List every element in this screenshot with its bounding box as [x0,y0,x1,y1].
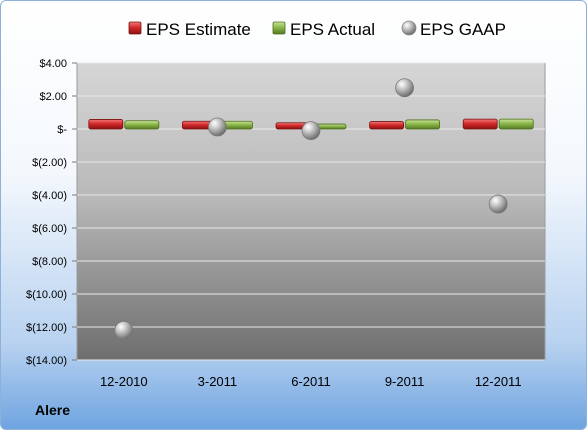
y-tick-label: $(6.00) [32,223,67,235]
eps-gaap-marker [488,194,508,214]
legend-label: EPS Actual [290,20,375,39]
y-tick-label: $(4.00) [32,190,67,202]
legend-actual-swatch [272,21,286,35]
eps-estimate-bar [369,121,405,130]
x-tick-label: 9-2011 [385,374,425,389]
plot-area [76,62,546,361]
x-tick-label: 12-2011 [475,374,522,389]
legend-label: EPS Estimate [146,20,251,39]
eps-estimate-bar [462,118,498,130]
x-axis: 12-2010 3-2011 6-2011 9-2011 12-2011 [100,374,522,389]
eps-actual-bar [124,120,160,130]
company-name: Alere [35,402,71,418]
eps-gaap-marker [207,117,227,137]
y-tick-label: $(12.00) [26,322,67,334]
y-tick-label: $2.00 [39,91,67,103]
x-tick-label: 12-2010 [100,374,148,389]
y-axis: $4.00 $2.00 $- $(2.00) $(4.00) $(6.00) $(8.00)… [26,58,77,367]
eps-gaap-marker [301,121,321,141]
legend-gaap-swatch [401,20,417,36]
y-tick-label: $(14.00) [26,355,67,367]
legend-estimate-swatch [128,21,142,35]
y-tick-label: $4.00 [39,58,67,70]
eps-gaap-marker [114,320,134,340]
y-tick-label: $(8.00) [32,256,67,268]
y-tick-label: $(10.00) [26,289,67,301]
legend-label: EPS GAAP [420,20,506,39]
legend: EPS Estimate EPS Actual EPS GAAP [128,20,506,39]
eps-actual-bar [498,118,534,130]
eps-gaap-marker [395,78,415,98]
x-tick-label: 3-2011 [198,374,238,389]
y-tick-label: $- [57,124,67,136]
x-tick-label: 6-2011 [291,374,331,389]
eps-estimate-bar [88,119,124,130]
y-tick-label: $(2.00) [32,157,67,169]
eps-actual-bar [405,119,441,130]
gaap-markers [114,78,508,340]
bars [88,118,534,130]
